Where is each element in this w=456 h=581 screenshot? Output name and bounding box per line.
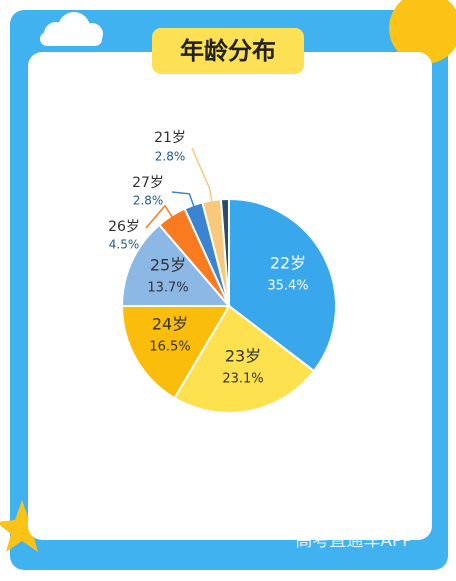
- pie-slice: [173, 304, 316, 414]
- slice-label: 27岁: [132, 175, 164, 191]
- slice-value-label: 35.4%: [267, 279, 308, 294]
- pie-slice: [219, 197, 230, 307]
- slice-label: 23岁: [225, 347, 261, 366]
- slice-label: 26岁: [108, 219, 140, 235]
- slice-value-label: 16.5%: [149, 340, 190, 355]
- pie-slice: [120, 223, 232, 307]
- slice-label: 22岁: [270, 254, 306, 273]
- slice-value-label: 2.8%: [133, 194, 164, 208]
- slice-value-label: 4.5%: [109, 238, 140, 252]
- leader-line: [171, 191, 197, 212]
- pie-slice: [228, 197, 337, 373]
- slice-label: 24岁: [152, 315, 188, 334]
- slice-value-label: 23.1%: [222, 372, 263, 387]
- leader-line: [191, 147, 214, 207]
- slice-label: 25岁: [150, 256, 186, 275]
- title-box: [152, 28, 304, 74]
- pie-slice: [120, 305, 231, 400]
- leader-line: [145, 204, 176, 229]
- slice-value-label: 2.8%: [155, 150, 186, 164]
- sun: [389, 0, 456, 64]
- cloud: [40, 12, 103, 46]
- title: 年龄分布: [180, 37, 276, 65]
- slice-label: 21岁: [154, 130, 186, 146]
- watermark: 高考直通车APP: [295, 531, 412, 551]
- star: [0, 500, 48, 552]
- slice-value-label: 13.7%: [147, 281, 188, 296]
